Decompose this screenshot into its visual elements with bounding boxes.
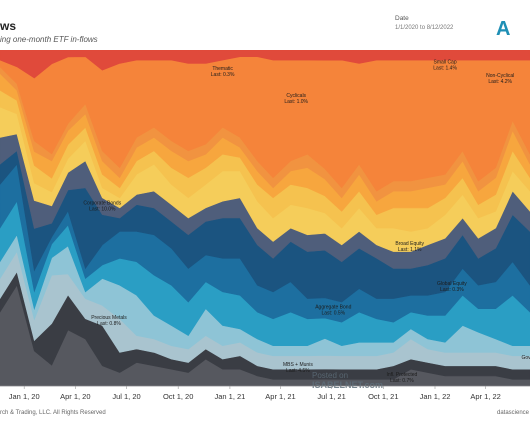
annotation-last-value: Last: 0.8% bbox=[97, 321, 121, 327]
x-tick-label: Oct 1, 21 bbox=[368, 392, 398, 401]
annotation-last-value: Last: 1.0% bbox=[284, 99, 308, 105]
annotation-label: Precious Metals bbox=[91, 315, 127, 321]
annotation-last-value: Last: 0.3% bbox=[211, 72, 235, 78]
annotation-last-value: Last: 1.1% bbox=[398, 247, 422, 253]
x-tick-label: Jan 1, 22 bbox=[420, 392, 451, 401]
annotation-label: Broad Equity bbox=[395, 241, 424, 247]
annotation-last-value: Last: 0.5% bbox=[321, 311, 345, 317]
annotation-label: Infl. Protected bbox=[386, 372, 417, 378]
x-tick-label: Apr 1, 21 bbox=[265, 392, 295, 401]
source-text: datascience bbox=[497, 410, 530, 416]
x-tick-label: Jan 1, 20 bbox=[9, 392, 40, 401]
watermark-site: ISABELNET.com bbox=[312, 380, 383, 390]
x-tick-label: Jul 1, 20 bbox=[112, 392, 140, 401]
annotation-label: MBS + Munis bbox=[283, 362, 313, 368]
area-series-14 bbox=[0, 50, 530, 79]
annotation-label: Thematic bbox=[212, 66, 233, 72]
brand-logo: A bbox=[496, 15, 530, 39]
chart-subtitle: ing one-month ETF in-flows bbox=[0, 35, 98, 44]
annotation-label: Aggregate Bond bbox=[315, 305, 351, 311]
annotation-label: Corporate Bonds bbox=[83, 201, 121, 207]
x-tick-label: Oct 1, 20 bbox=[163, 392, 193, 401]
annotation-last-value: Last: 1.4% bbox=[433, 65, 457, 71]
annotation-label: Small Cap bbox=[434, 59, 457, 65]
annotation-last-value: Last: 10.0% bbox=[89, 207, 116, 213]
brand-logo-text: A bbox=[496, 18, 510, 39]
x-tick-label: Apr 1, 22 bbox=[470, 392, 500, 401]
annotation-last-value: Last: 0.7% bbox=[390, 378, 414, 384]
annotation-label: Non-Cyclical bbox=[486, 73, 514, 79]
x-tick-label: Jul 1, 21 bbox=[317, 392, 345, 401]
date-filter-label: Date bbox=[395, 15, 409, 22]
annotation-label: Global Equity bbox=[437, 281, 467, 287]
x-tick-label: Apr 1, 20 bbox=[60, 392, 90, 401]
annotation-label: Cyclicals bbox=[286, 93, 306, 99]
chart-title: ws bbox=[0, 19, 17, 33]
area-layers bbox=[0, 50, 530, 387]
x-tick-label: Jan 1, 21 bbox=[214, 392, 245, 401]
watermark: Posted on ISABELNET.com bbox=[312, 371, 383, 390]
annotation-label: Gov bbox=[522, 355, 530, 361]
x-axis: Jan 1, 20 Apr 1, 20 Jul 1, 20 Oct 1, 20 Jan … bbox=[0, 385, 530, 401]
date-filter-range[interactable]: 1/1/2020 to 8/12/2022 bbox=[395, 25, 454, 31]
watermark-posted-on: Posted on bbox=[312, 371, 348, 380]
brand-logo-svg: A bbox=[496, 18, 510, 39]
annotation-last-value: Last: 0.3% bbox=[440, 287, 464, 293]
copyright-text: rch & Trading, LLC. All Rights Reserved bbox=[0, 410, 106, 416]
annotation-last-value: Last: 4.2% bbox=[488, 79, 512, 85]
annotation-last-value: Last: 4.5% bbox=[286, 368, 310, 374]
